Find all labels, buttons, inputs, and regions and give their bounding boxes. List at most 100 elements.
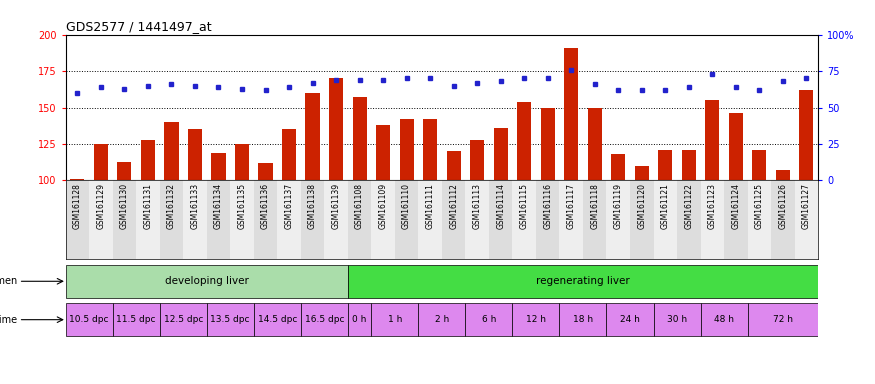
Text: GSM161136: GSM161136 [261,183,270,229]
Bar [776,170,790,180]
Bar [113,303,160,336]
Bar [188,129,202,180]
Text: GSM161108: GSM161108 [355,183,364,229]
Bar [66,180,89,259]
Text: GSM161126: GSM161126 [779,183,788,229]
Bar [794,180,818,259]
Bar [234,144,249,180]
Text: GSM161124: GSM161124 [732,183,740,229]
Text: developing liver: developing liver [164,276,248,286]
Bar [752,150,766,180]
Bar [466,303,513,336]
Text: specimen: specimen [0,276,18,286]
Bar [517,102,531,180]
Bar [677,180,701,259]
Bar [371,180,395,259]
Bar [724,180,747,259]
Text: 1 h: 1 h [388,315,402,324]
Bar [136,180,160,259]
Bar [66,303,113,336]
Text: GDS2577 / 1441497_at: GDS2577 / 1441497_at [66,20,211,33]
Bar [301,180,325,259]
Bar [771,180,794,259]
Bar [541,108,555,180]
Bar [682,150,696,180]
Bar [183,180,206,259]
Bar [89,180,113,259]
Bar [634,166,649,180]
Bar [305,93,319,180]
Bar [164,122,178,180]
Bar [513,303,559,336]
Bar [258,163,273,180]
Bar [400,119,414,180]
Text: GSM161110: GSM161110 [402,183,411,229]
Bar [654,180,677,259]
Bar [348,303,371,336]
Text: 30 h: 30 h [667,315,687,324]
Bar [371,303,418,336]
Bar [729,113,743,180]
Text: 6 h: 6 h [482,315,496,324]
Bar [418,303,466,336]
Bar [66,265,348,298]
Bar [747,303,818,336]
Bar [353,97,367,180]
Bar [418,180,442,259]
Bar [611,154,626,180]
Text: GSM161109: GSM161109 [379,183,388,229]
Bar [141,140,155,180]
Text: GSM161127: GSM161127 [802,183,811,229]
Bar [254,180,277,259]
Bar [559,180,583,259]
Text: 24 h: 24 h [620,315,640,324]
Text: GSM161131: GSM161131 [144,183,152,229]
Text: GSM161114: GSM161114 [496,183,505,229]
Bar [212,153,226,180]
Bar [606,303,654,336]
Text: 13.5 dpc: 13.5 dpc [211,315,250,324]
Text: GSM161122: GSM161122 [684,183,693,229]
Text: 18 h: 18 h [573,315,593,324]
Bar [301,303,348,336]
Text: GSM161111: GSM161111 [425,183,435,229]
Text: GSM161129: GSM161129 [96,183,105,229]
Text: 72 h: 72 h [773,315,793,324]
Text: GSM161116: GSM161116 [543,183,552,229]
Bar [588,108,602,180]
Bar [442,180,466,259]
Text: GSM161112: GSM161112 [449,183,458,229]
Bar [654,303,701,336]
Text: GSM161119: GSM161119 [613,183,623,229]
Text: GSM161123: GSM161123 [708,183,717,229]
Bar [489,180,513,259]
Text: GSM161130: GSM161130 [120,183,129,229]
Text: 12.5 dpc: 12.5 dpc [164,315,203,324]
Bar [800,90,814,180]
Bar [117,162,131,180]
Text: 12 h: 12 h [526,315,546,324]
Bar [536,180,559,259]
Text: 0 h: 0 h [353,315,367,324]
Bar [630,180,654,259]
Text: time: time [0,314,18,325]
Text: GSM161128: GSM161128 [73,183,82,229]
Bar [701,180,724,259]
Bar [70,179,85,180]
Bar [160,180,183,259]
Bar [564,48,578,180]
Text: GSM161121: GSM161121 [661,183,669,229]
Text: GSM161117: GSM161117 [567,183,576,229]
Bar [348,180,371,259]
Bar [160,303,206,336]
Bar [113,180,136,259]
Text: GSM161125: GSM161125 [755,183,764,229]
Text: 11.5 dpc: 11.5 dpc [116,315,156,324]
Text: regenerating liver: regenerating liver [536,276,630,286]
Bar [470,140,484,180]
Bar [513,180,536,259]
Text: GSM161118: GSM161118 [591,183,599,229]
Bar [206,303,254,336]
Text: GSM161135: GSM161135 [237,183,247,229]
Text: 48 h: 48 h [714,315,734,324]
